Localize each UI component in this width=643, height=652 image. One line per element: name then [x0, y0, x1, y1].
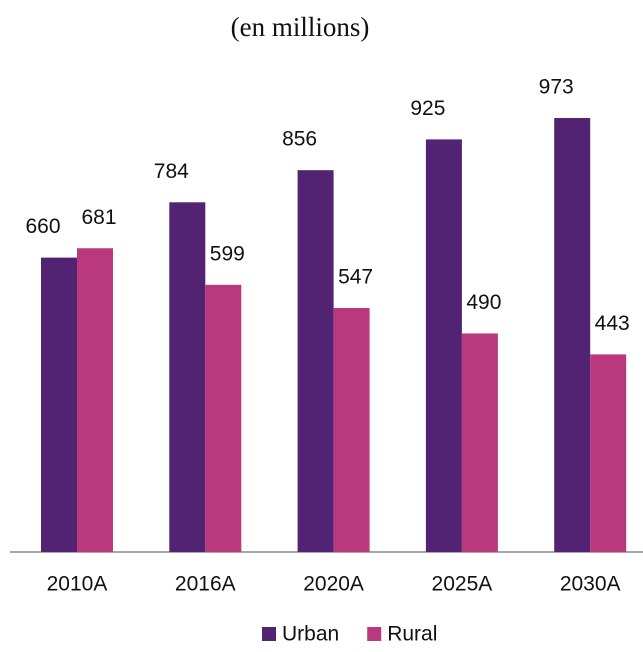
- data-label: 973: [539, 76, 574, 99]
- data-label: 599: [210, 242, 245, 265]
- legend-swatch: [262, 627, 276, 641]
- bar: [590, 354, 627, 552]
- data-label: 660: [25, 215, 60, 238]
- bar: [41, 257, 77, 552]
- x-tick-label: 2016A: [175, 573, 236, 596]
- bar: [554, 118, 591, 552]
- bar: [461, 333, 498, 552]
- data-label: 681: [81, 206, 116, 229]
- legend-swatch: [367, 627, 382, 641]
- bar: [297, 170, 334, 552]
- data-label: 443: [595, 312, 630, 335]
- data-label: 490: [466, 291, 501, 314]
- data-label: 547: [338, 266, 373, 289]
- x-tick-label: 2010A: [47, 573, 108, 596]
- x-tick-label: 2025A: [432, 573, 493, 596]
- data-label: 784: [154, 160, 189, 183]
- x-tick-label: 2020A: [303, 573, 364, 596]
- bar: [205, 284, 242, 552]
- bar: [169, 202, 206, 552]
- bar: [425, 139, 462, 552]
- bar: [77, 248, 113, 552]
- x-tick-label: 2030A: [560, 573, 621, 596]
- bar: [333, 308, 370, 552]
- data-label: 856: [282, 128, 317, 151]
- data-label: 925: [410, 97, 445, 120]
- legend-label: Urban: [282, 623, 339, 646]
- chart-subtitle: (en millions): [231, 12, 370, 42]
- legend-label: Rural: [387, 623, 437, 646]
